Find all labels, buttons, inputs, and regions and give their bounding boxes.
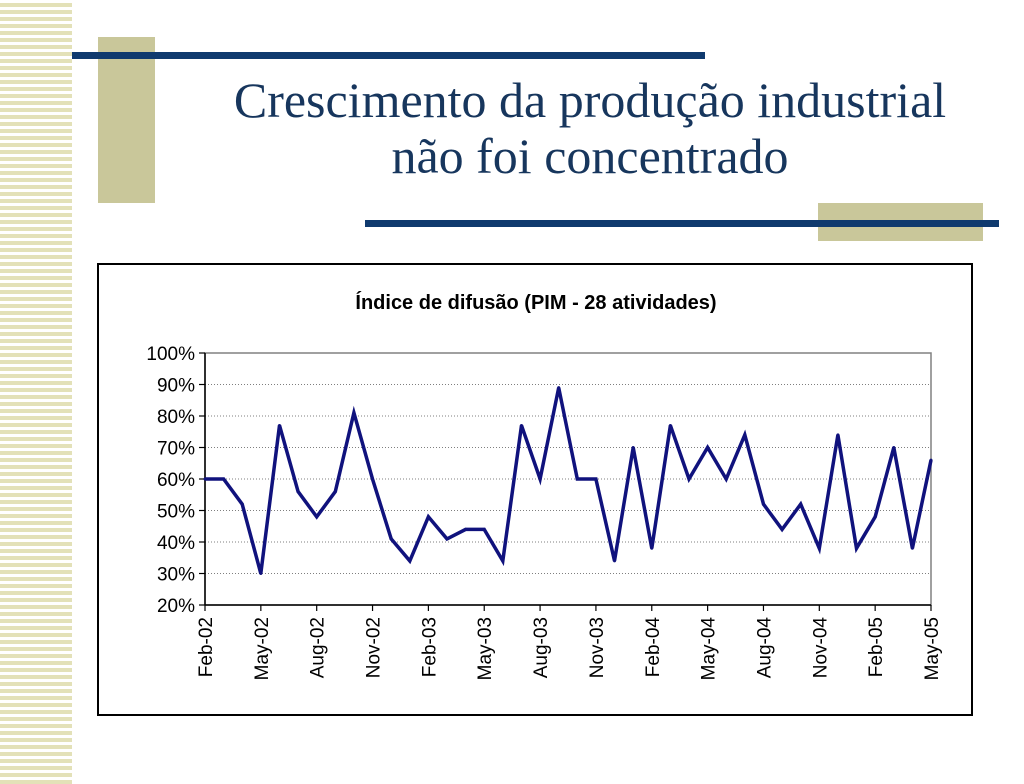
data-point	[259, 572, 263, 575]
data-point	[426, 515, 430, 519]
x-tick-label: Aug-02	[308, 617, 329, 678]
data-point	[482, 527, 486, 531]
x-tick-label: Nov-04	[810, 617, 831, 679]
chart-frame: Índice de difusão (PIM - 28 atividades) …	[97, 263, 973, 716]
data-point	[296, 490, 300, 494]
y-tick-label: 100%	[146, 344, 195, 365]
x-tick-label: Nov-03	[587, 617, 608, 678]
data-point	[240, 502, 244, 506]
data-point	[557, 386, 561, 390]
x-tick-label: Feb-03	[419, 617, 440, 677]
x-tick-label: Feb-04	[643, 617, 664, 678]
data-point	[780, 527, 784, 531]
x-tick-label: Aug-03	[531, 617, 552, 678]
chart-title: Índice de difusão (PIM - 28 atividades)	[355, 291, 716, 314]
x-tick-label: Nov-02	[364, 617, 385, 678]
data-point	[799, 502, 803, 506]
data-point	[724, 477, 728, 481]
data-point	[519, 423, 523, 427]
data-point	[445, 537, 449, 541]
data-point	[855, 546, 859, 550]
y-tick-label: 90%	[157, 376, 195, 397]
data-point	[389, 537, 393, 541]
data-point	[277, 423, 281, 427]
top-khaki-block	[98, 37, 155, 203]
y-tick-label: 20%	[157, 596, 195, 617]
bottom-navy-rule	[365, 220, 999, 227]
top-navy-rule	[72, 52, 705, 59]
x-tick-label: May-03	[475, 617, 496, 680]
data-point	[631, 446, 635, 449]
data-point	[613, 559, 617, 563]
slide-title-line-2: não foi concentrado	[391, 128, 789, 184]
data-point	[761, 502, 765, 506]
data-point	[706, 446, 710, 449]
data-point	[929, 458, 933, 462]
data-point	[315, 515, 319, 519]
data-point	[464, 527, 468, 531]
data-point	[538, 477, 542, 481]
x-tick-label: Feb-02	[196, 617, 217, 677]
y-tick-label: 40%	[157, 533, 195, 554]
data-point	[333, 490, 337, 494]
data-point	[743, 433, 747, 437]
x-tick-label: May-04	[699, 617, 720, 681]
series-line	[205, 387, 933, 574]
line-chart: Índice de difusão (PIM - 28 atividades) …	[146, 291, 943, 680]
y-tick-label: 80%	[157, 407, 195, 428]
data-point	[873, 515, 877, 519]
data-point	[594, 477, 598, 481]
data-point	[910, 546, 914, 550]
data-point	[408, 559, 412, 563]
data-point	[222, 477, 226, 481]
data-point	[371, 477, 375, 481]
x-tick-label: May-02	[252, 617, 273, 680]
data-point	[687, 477, 691, 481]
data-point	[817, 546, 821, 550]
left-stripes-decoration	[0, 0, 72, 784]
gridlines	[205, 384, 931, 574]
series-layer	[203, 386, 933, 575]
y-tick-label: 50%	[157, 502, 195, 523]
y-tick-label: 70%	[157, 439, 195, 460]
y-tick-label: 30%	[157, 565, 195, 586]
y-tick-label: 60%	[157, 470, 195, 491]
data-point	[501, 559, 505, 563]
x-tick-label: Aug-04	[754, 617, 775, 679]
slide-title-line-1: Crescimento da produção industrial	[233, 72, 947, 128]
data-point	[352, 411, 356, 415]
x-tick-label: Feb-05	[866, 617, 887, 677]
data-point	[575, 477, 579, 481]
data-point	[650, 546, 654, 550]
data-point	[203, 477, 207, 481]
slide-title: Crescimento da produção industrial não f…	[160, 72, 1020, 184]
data-point	[836, 433, 840, 437]
axes: 20% 30% 40% 50% 60% 70% 80% 90% 100% Feb-02 May-02…	[146, 344, 943, 680]
data-point	[892, 446, 896, 449]
x-tick-label: May-05	[922, 617, 943, 680]
data-point	[668, 423, 672, 427]
